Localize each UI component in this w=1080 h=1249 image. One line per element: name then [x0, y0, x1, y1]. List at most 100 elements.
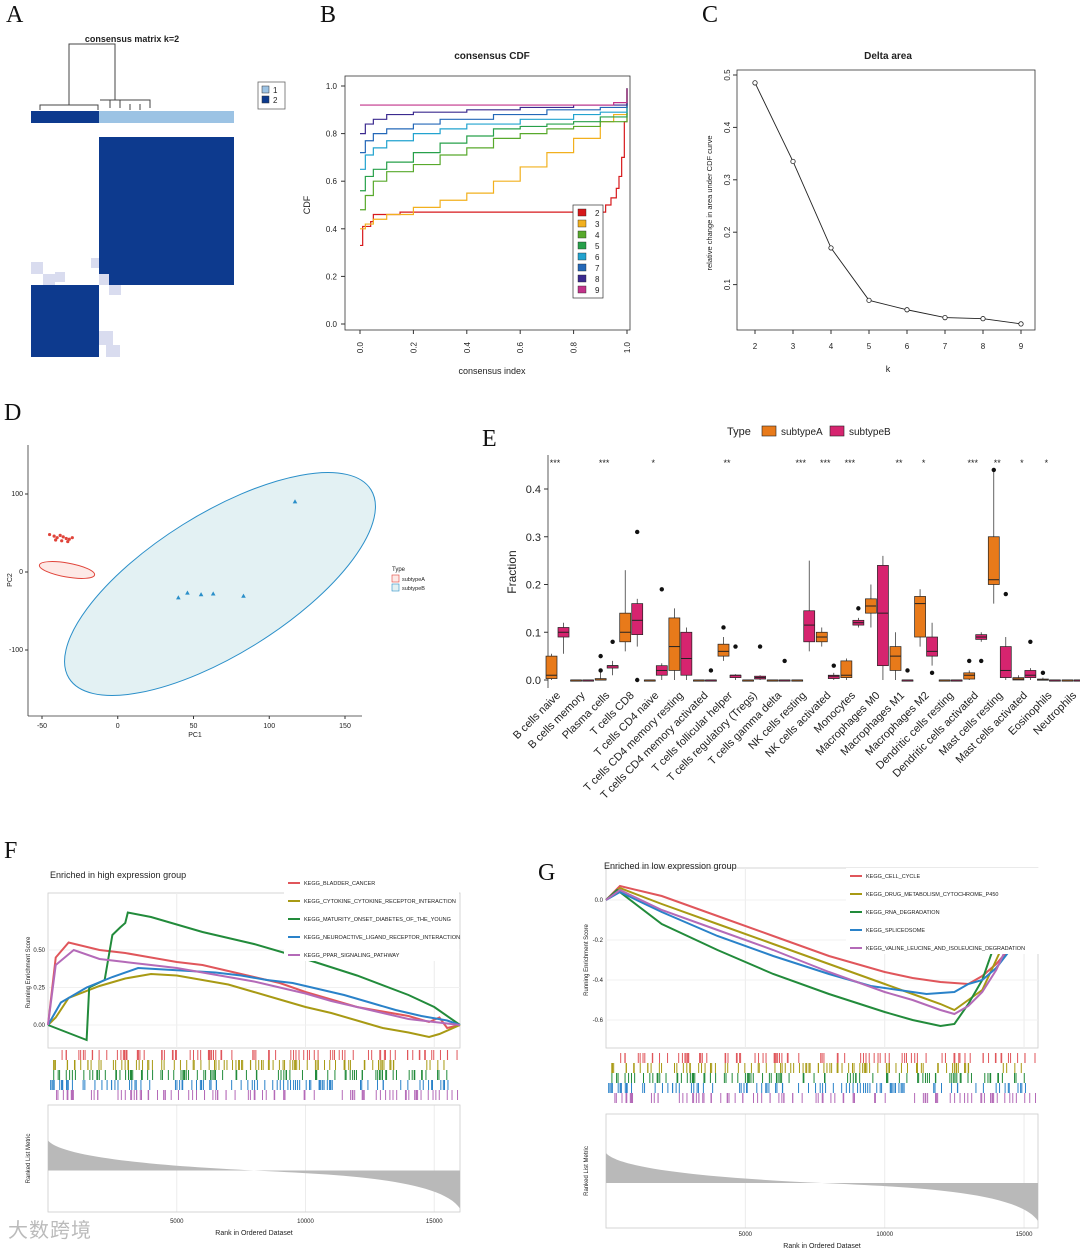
gsea-f-xtick-label: 10000 — [297, 1219, 314, 1225]
significance-label: *** — [845, 458, 856, 468]
box-outlier — [929, 670, 935, 676]
pca-ylabel: PC2 — [7, 573, 14, 587]
gsea-f-rank-metric — [48, 1140, 460, 1209]
delta-point — [904, 307, 910, 313]
gsea-g-barcode-row — [611, 1073, 1025, 1083]
significance-label: ** — [994, 458, 1002, 468]
gsea-f-barcode-row — [53, 1060, 445, 1070]
cdf-ytick-label: 0.2 — [326, 272, 338, 281]
gsea-g-xlabel: Rank in Ordered Dataset — [783, 1243, 860, 1249]
box-subtypeB — [1024, 670, 1037, 678]
delta-ytick-label: 0.2 — [723, 226, 732, 238]
heatmap-legend-label: 2 — [273, 96, 278, 105]
gsea-f-legend-label: KEGG_BLADDER_CANCER — [304, 881, 375, 887]
cdf-legend-swatch — [577, 263, 587, 272]
delta-point — [866, 297, 872, 303]
cdf-legend-label: 6 — [595, 253, 600, 262]
consensus-faint-cell — [31, 262, 43, 274]
gsea-g-barcode-row — [611, 1063, 1022, 1073]
delta-xtick-label: 7 — [943, 342, 948, 351]
cdf-frame — [344, 75, 631, 331]
box-outlier — [757, 644, 763, 649]
panel-letter-b: B — [320, 2, 337, 28]
delta-frame — [736, 69, 1036, 331]
consensus-block-1 — [99, 137, 234, 285]
cdf-ytick-label: 0.6 — [326, 177, 338, 186]
pca-point-subtypeB — [210, 591, 216, 596]
cdf-xtick-label: 0.6 — [516, 341, 525, 353]
gsea-g-curve — [605, 890, 1039, 996]
delta-xlabel: k — [886, 364, 891, 374]
subtypeA-ellipse — [38, 561, 96, 579]
box-outlier — [1003, 591, 1008, 597]
box-outlier — [831, 663, 836, 668]
cdf-legend-label: 4 — [595, 231, 600, 240]
gsea-f-barcode-row — [53, 1070, 448, 1080]
gsea-g-legend-label: KEGG_SPLICEOSOME — [866, 928, 925, 934]
box-subtypeA — [545, 655, 558, 679]
gsea-f-rank-frame — [47, 1104, 461, 1213]
box-ytick-label: 0.2 — [526, 580, 541, 592]
pca-xtick-label: -50 — [37, 723, 47, 730]
cdf-line-k7 — [360, 88, 628, 154]
pca-point-subtypeA — [67, 537, 71, 541]
consensus-faint-cell — [99, 274, 109, 285]
gsea-f-ytick-label: 0.50 — [33, 948, 45, 954]
gsea-g-legend-bg — [846, 868, 1041, 954]
gsea-g-xtick-label: 5000 — [739, 1232, 753, 1238]
box-outlier — [991, 467, 996, 473]
gsea-g-legend-label: KEGG_DRUG_METABOLISM_CYTOCHROME_P450 — [866, 892, 998, 898]
gsea-g-ytick-label: -0.6 — [593, 1018, 604, 1024]
dendrogram — [39, 43, 151, 110]
pca-point-subtypeA — [64, 536, 68, 541]
pca-point-subtypeB — [241, 593, 246, 598]
box-subtypeA — [987, 536, 1000, 585]
box-outlier — [598, 653, 603, 659]
delta-xtick-label: 4 — [829, 342, 834, 351]
panel-letter-e: E — [482, 426, 497, 452]
box-subtypeA — [717, 643, 730, 657]
cdf-line-k2 — [360, 88, 628, 247]
pca-point-subtypeA — [47, 532, 52, 537]
cdf-xlabel: consensus index — [458, 366, 526, 376]
gsea-f-legend-label: KEGG_MATURITY_ONSET_DIABETES_OF_THE_YOUN… — [304, 917, 451, 923]
gsea-f-barcode-row — [50, 1080, 449, 1090]
cdf-legend-swatch — [577, 252, 587, 261]
cdf-xtick-label: 1.0 — [623, 341, 632, 353]
box-outlier — [1028, 639, 1033, 644]
consensus-faint-cell — [99, 331, 113, 345]
box-legend-title: Type — [727, 426, 751, 438]
pca-point-subtypeA — [70, 536, 74, 540]
cdf-line-k9 — [360, 88, 628, 106]
box-outlier — [905, 668, 910, 673]
cdf-line-k6 — [360, 88, 628, 170]
box-subtypeB — [926, 636, 938, 657]
box-subtypeA — [668, 617, 681, 671]
cdf-legend-label: 2 — [595, 209, 600, 218]
pca-legend-label: subtypeA — [402, 577, 425, 583]
significance-label: *** — [795, 458, 806, 468]
delta-ytick-label: 0.5 — [723, 69, 732, 81]
pca-ytick-label: 0 — [19, 569, 23, 576]
box-subtypeB — [877, 565, 889, 667]
box-subtypeB — [827, 674, 840, 679]
gsea-f-xlabel: Rank in Ordered Dataset — [215, 1230, 292, 1237]
cdf-ytick-label: 0.4 — [326, 225, 338, 234]
gsea-g-ylabel: Running Enrichment Score — [584, 923, 590, 995]
cluster-bar-1 — [99, 111, 234, 123]
cluster-bar-2 — [31, 111, 99, 123]
cdf-legend-label: 5 — [595, 242, 600, 251]
consensus-faint-cell — [55, 272, 65, 282]
pca-point-subtypeA — [52, 534, 56, 538]
cdf-xtick-label: 0.2 — [409, 341, 418, 353]
cdf-line-k4 — [360, 88, 628, 211]
cdf-legend-label: 3 — [595, 220, 600, 229]
consensus-faint-cell — [109, 285, 121, 295]
box-outlier — [856, 606, 861, 611]
gsea-g-barcode-row — [608, 1083, 1026, 1093]
pca-point-subtypeA — [58, 533, 62, 537]
pca-legend-label: subtypeB — [402, 586, 425, 592]
heatmap-title: consensus matrix k=2 — [85, 34, 179, 44]
gsea-f-curve — [47, 966, 461, 1026]
pca-point-subtypeA — [60, 539, 64, 543]
